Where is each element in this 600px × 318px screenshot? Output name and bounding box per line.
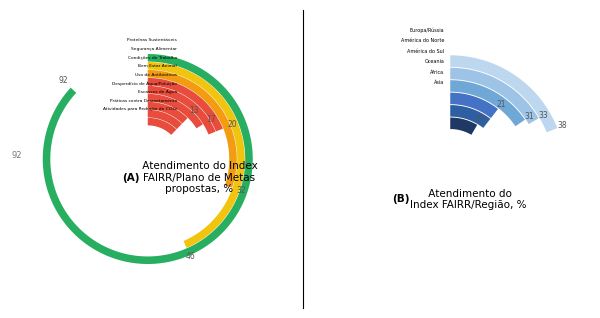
Polygon shape [450,80,525,126]
Text: Atendimento do
Index FAIRR/Região, %: Atendimento do Index FAIRR/Região, % [410,189,526,210]
Text: 20: 20 [227,121,237,129]
Text: 33: 33 [539,111,548,120]
Text: Bem Estar Animal: Bem Estar Animal [139,64,177,68]
Text: África: África [430,70,445,75]
Polygon shape [148,62,245,248]
Polygon shape [148,78,223,131]
Polygon shape [148,110,182,129]
Polygon shape [450,68,539,124]
Polygon shape [450,55,557,132]
Polygon shape [148,94,203,128]
Text: (A): (A) [122,173,139,183]
Text: 92: 92 [59,76,68,86]
Text: 17: 17 [475,115,485,124]
Text: Segurança Alimentar: Segurança Alimentar [131,47,177,51]
Text: Ásia: Ásia [434,80,445,86]
Text: América do Sul: América do Sul [407,49,445,54]
Polygon shape [450,93,498,118]
Polygon shape [148,86,215,135]
Polygon shape [450,118,477,135]
Text: Proteínas Sustentáveis: Proteínas Sustentáveis [127,38,177,42]
Text: Práticas contra Desmatamento: Práticas contra Desmatamento [110,99,177,103]
Text: 92: 92 [11,151,22,160]
Text: Oceania: Oceania [425,59,445,64]
Text: Atividades para Redução de CO2e: Atividades para Redução de CO2e [103,107,177,111]
Polygon shape [43,54,253,264]
Text: Desperdício de Água/Poluição: Desperdício de Água/Poluição [112,81,177,86]
Polygon shape [148,70,237,188]
Text: América do Norte: América do Norte [401,38,445,43]
Text: Condições de Trabalho: Condições de Trabalho [128,56,177,59]
Text: Uso de Antibióticos: Uso de Antibióticos [135,73,177,77]
Polygon shape [148,102,188,123]
Polygon shape [450,105,490,128]
Text: (B): (B) [392,194,410,204]
Polygon shape [148,118,176,135]
Text: 31: 31 [525,112,535,121]
Text: 21: 21 [497,100,506,109]
Text: Atendimento do Index
FAIRR/Plano de Metas
propostas, %: Atendimento do Index FAIRR/Plano de Meta… [139,161,258,195]
Text: Europa/Rússia: Europa/Rússia [410,27,445,33]
Text: 38: 38 [558,121,568,130]
Text: Escassez de Água: Escassez de Água [138,90,177,94]
Text: 46: 46 [185,252,196,261]
Text: 17: 17 [206,114,216,124]
Text: 32: 32 [236,186,246,195]
Text: 13: 13 [190,107,199,115]
